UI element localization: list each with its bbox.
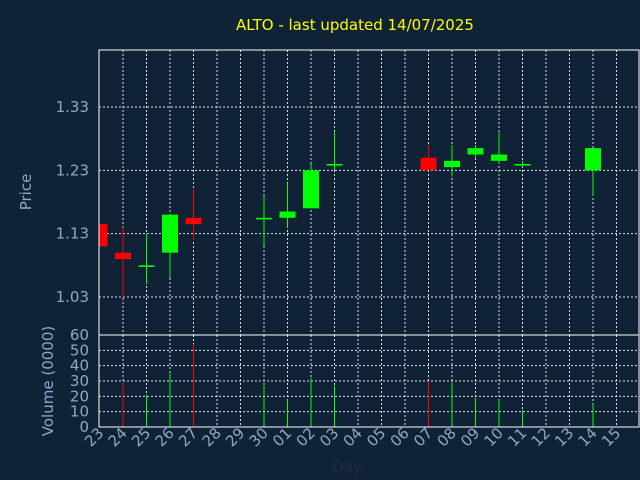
volume-tick-label: 0: [79, 418, 89, 436]
volume-panel-frame: [98, 334, 640, 428]
candle: [491, 132, 507, 164]
day-tick-label: 24: [105, 424, 131, 450]
volume-axis-label: Volume (0000): [39, 326, 57, 436]
day-tick-label: 06: [387, 424, 413, 450]
day-tick-label: 01: [269, 424, 295, 450]
day-tick-label: 05: [363, 424, 389, 450]
day-tick-label: 13: [551, 424, 577, 450]
volume-tick-label: 60: [70, 326, 89, 344]
day-tick-label: 12: [528, 424, 554, 450]
candle-body: [467, 148, 484, 155]
candle-body: [279, 211, 296, 218]
price-tick-label: 1.23: [56, 161, 89, 179]
candle-body: [491, 154, 507, 161]
price-candles: [99, 132, 601, 297]
candle-body: [162, 214, 178, 253]
day-tick-label: 07: [410, 424, 436, 450]
candle-body: [326, 164, 343, 166]
day-tick-label: 10: [481, 424, 507, 450]
day-tick-label: 28: [199, 424, 225, 450]
candle-body: [585, 148, 601, 171]
day-tick-label: 09: [457, 424, 483, 450]
candle: [256, 195, 272, 247]
volume-tick-label: 20: [70, 387, 89, 405]
candle: [420, 145, 437, 171]
candle-body: [444, 160, 460, 168]
candle: [444, 145, 460, 177]
day-tick-label: 26: [152, 424, 178, 450]
day-axis-label: Day: [332, 458, 362, 476]
volume-tick-label: 40: [70, 357, 89, 375]
candle: [514, 160, 531, 168]
candle: [99, 224, 108, 247]
price-tick-label: 1.13: [56, 225, 89, 243]
volume-tick-label: 50: [70, 341, 89, 359]
price-axis-label: Price: [17, 174, 35, 211]
volume-tick-label: 10: [70, 403, 89, 421]
candle-body: [256, 217, 272, 220]
day-tick-label: 27: [175, 424, 201, 450]
day-tick-label: 29: [222, 424, 248, 450]
candle: [279, 183, 296, 228]
candle: [585, 148, 601, 196]
candle-body: [115, 252, 131, 259]
candle: [185, 189, 202, 240]
volume-bars: [122, 344, 594, 427]
price-gridlines: [99, 50, 639, 335]
chart-title: ALTO - last updated 14/07/2025: [236, 16, 474, 34]
candle: [115, 227, 131, 297]
day-tick-label: 15: [598, 424, 624, 450]
candle-body: [420, 157, 437, 171]
candle-body: [138, 265, 155, 267]
price-tick-labels: 1.03 1.13 1.23 1.33: [56, 98, 89, 306]
volume-tick-label: 30: [70, 372, 89, 390]
candle-body: [185, 217, 202, 225]
price-tick-label: 1.03: [56, 288, 89, 306]
day-tick-labels: 2324252627282930010203040506070809101112…: [81, 424, 624, 450]
candle-body: [303, 170, 319, 209]
day-tick-label: 08: [434, 424, 460, 450]
day-tick-label: 30: [246, 424, 272, 450]
candle: [138, 233, 155, 285]
price-panel-frame: [98, 49, 640, 336]
day-tick-label: 14: [575, 424, 601, 450]
candle-body: [99, 224, 108, 247]
day-tick-label: 25: [128, 424, 154, 450]
price-tick-label: 1.33: [56, 98, 89, 116]
candle: [467, 145, 484, 158]
candle: [162, 214, 178, 278]
day-tick-label: 04: [340, 424, 366, 450]
candle: [326, 132, 343, 171]
day-tick-label: 02: [293, 424, 319, 450]
candle-body: [514, 164, 531, 166]
candle: [303, 164, 319, 209]
volume-gridlines: [99, 335, 639, 427]
day-tick-label: 03: [316, 424, 342, 450]
day-tick-label: 11: [504, 424, 530, 450]
